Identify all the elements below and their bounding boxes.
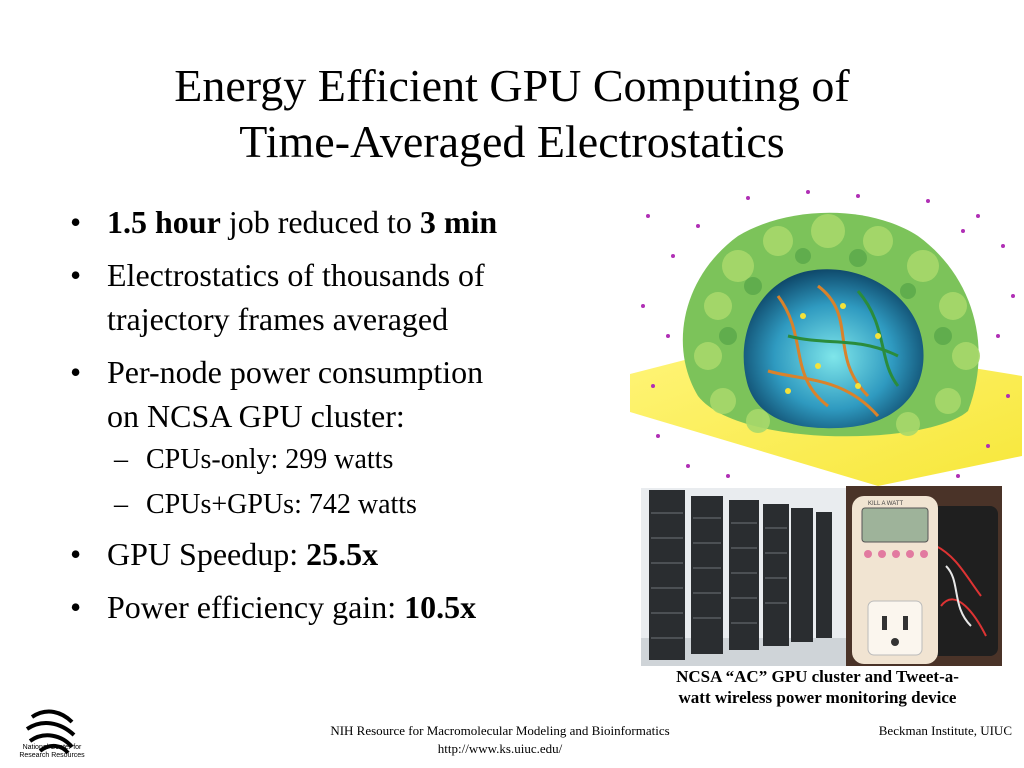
surface-shading	[719, 248, 952, 345]
bullet-text: Power efficiency gain:	[107, 589, 405, 625]
title-line-2: Time-Averaged Electrostatics	[239, 116, 785, 167]
bullet-text: Electrostatics of thousands of	[107, 257, 485, 293]
bullet-bold: 25.5x	[306, 536, 379, 572]
server-racks-graphic	[641, 490, 846, 666]
bullet-electrostatics: • Electrostatics of thousands of traject…	[70, 253, 640, 341]
caption-line-2: watt wireless power monitoring device	[678, 688, 957, 707]
bullet-text: Per-node power consumption	[107, 354, 484, 390]
bullet-dot: •	[70, 257, 82, 293]
sub-bullet-text: CPUs+GPUs: 742 watts	[146, 489, 417, 520]
bullet-dot: •	[70, 204, 82, 240]
sub-bullet-text: CPUs-only: 299 watts	[146, 444, 394, 475]
bullet-job-time: • 1.5 hour job reduced to 3 min	[70, 200, 640, 244]
ion-spheres	[785, 303, 881, 394]
logo-line-2: Research Resources	[19, 752, 85, 759]
power-meter-graphic: KILL A WATT	[846, 486, 1002, 666]
bullet-list: • 1.5 hour job reduced to 3 min • Electr…	[70, 200, 640, 638]
title-line-1: Energy Efficient GPU Computing of	[174, 60, 850, 111]
bullet-efficiency: • Power efficiency gain: 10.5x	[70, 585, 640, 629]
bullet-text: on NCSA GPU cluster:	[107, 398, 405, 434]
ncrr-logo-text: National Center for Research Resources	[16, 744, 88, 760]
bullet-power: • Per-node power consumption on NCSA GPU…	[70, 350, 640, 438]
sub-bullet-gpu: – CPUs+GPUs: 742 watts	[70, 487, 640, 523]
footer-institute: Beckman Institute, UIUC	[878, 723, 1012, 738]
counterion-dots	[641, 190, 1015, 478]
gpu-cluster-photo	[641, 488, 846, 666]
meter-brand-label: KILL A WATT	[868, 501, 903, 507]
surface-texture	[694, 214, 980, 436]
bullet-bold: 3 min	[419, 204, 498, 240]
caption-line-1: NCSA “AC” GPU cluster and Tweet-a-	[676, 667, 959, 686]
bullet-text: GPU Speedup:	[107, 536, 307, 572]
image-caption: NCSA “AC” GPU cluster and Tweet-a- watt …	[630, 666, 1005, 708]
bullet-speedup: • GPU Speedup: 25.5x	[70, 532, 640, 576]
sub-bullet-cpu: – CPUs-only: 299 watts	[70, 442, 640, 478]
bullet-bold: 10.5x	[404, 589, 477, 625]
ncrr-logo-icon	[25, 709, 76, 755]
footer-url: http://www.ks.uiuc.edu/	[437, 741, 563, 756]
power-meter-photo: KILL A WATT	[846, 486, 1002, 666]
bullet-bold: 1.5 hour	[107, 204, 221, 240]
molecule-surface-image	[630, 190, 1022, 486]
bullet-text: job reduced to	[220, 204, 420, 240]
footer-center: NIH Resource for Macromolecular Modeling…	[240, 722, 760, 758]
footer-resource-name: NIH Resource for Macromolecular Modeling…	[330, 723, 670, 738]
logo-line-1: National Center for	[22, 744, 82, 751]
sub-bullet-dash: –	[114, 444, 128, 475]
bullet-dot: •	[70, 354, 82, 390]
slide-title: Energy Efficient GPU Computing of Time-A…	[0, 58, 1024, 170]
bullet-dot: •	[70, 536, 82, 572]
bullet-text: trajectory frames averaged	[107, 301, 449, 337]
nucleic-acid-strands	[767, 284, 900, 417]
sub-bullet-dash: –	[114, 489, 128, 520]
bullet-dot: •	[70, 589, 82, 625]
